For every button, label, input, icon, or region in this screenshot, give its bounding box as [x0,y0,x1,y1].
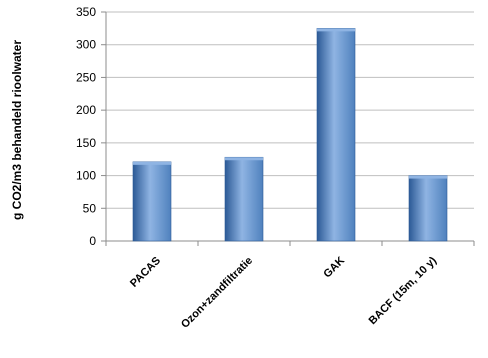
y-tick-label: 0 [89,234,96,248]
bars [132,28,448,242]
x-category-label: PACAS [128,255,163,290]
bar [408,175,448,242]
bar-top-highlight [133,161,171,165]
bar-top-highlight [317,28,355,32]
x-axis-categories: PACAS Ozon+zandfiltratie GAK BACF (15m, 10 … [105,241,475,331]
x-category-label: BACF (15m, 10 y) [367,254,440,327]
bar [224,156,264,242]
y-axis-ticks: 0 50 100 150 200 250 300 350 [76,5,106,248]
y-axis-label: g CO2/m3 behandeld rioolwater [10,40,24,220]
x-category-label: Ozon+zandfiltratie [179,255,255,331]
y-tick-label: 300 [76,38,96,52]
y-tick-label: 50 [83,201,97,215]
bar-top-highlight [225,157,263,161]
bar [316,28,356,242]
bar [132,161,172,242]
x-category-label: GAK [321,255,347,281]
y-tick-label: 100 [76,169,96,183]
y-tick-label: 200 [76,103,96,117]
y-tick-label: 150 [76,136,96,150]
y-tick-label: 350 [76,5,96,19]
bar-top-highlight [409,175,447,179]
y-tick-label: 250 [76,70,96,84]
